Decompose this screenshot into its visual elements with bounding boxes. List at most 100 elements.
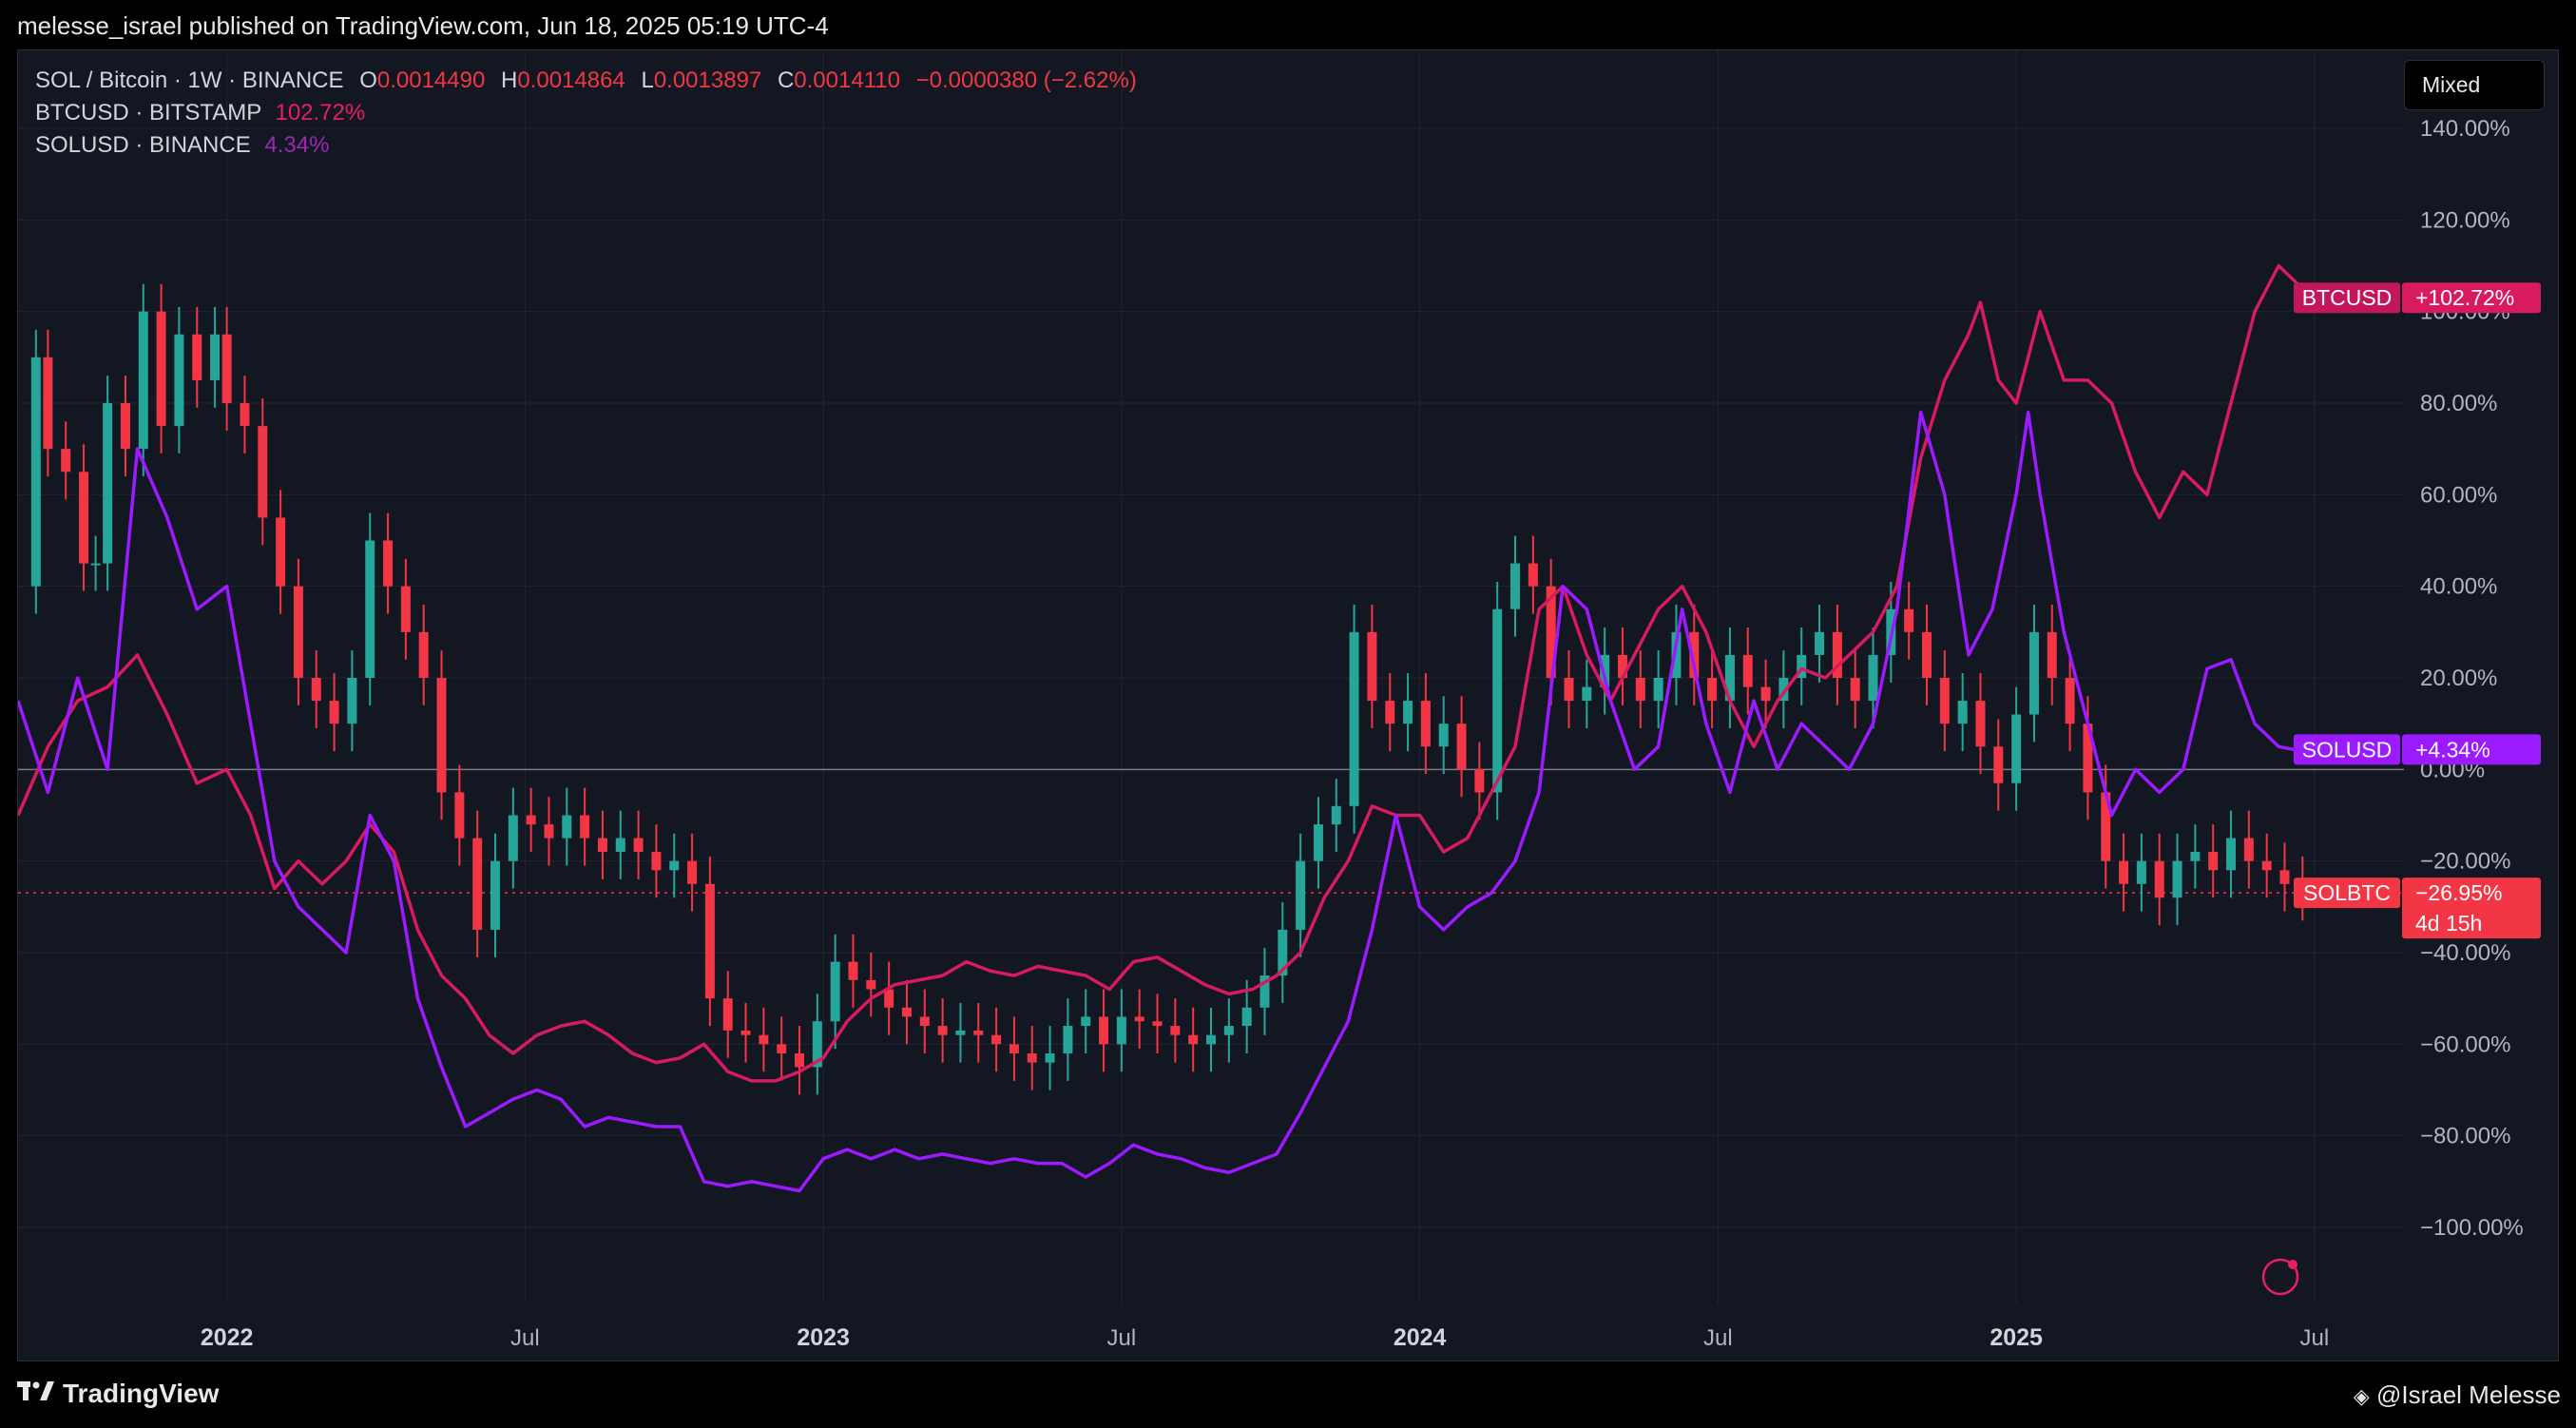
legend-high-label: H	[500, 68, 518, 93]
candle-body	[329, 701, 339, 724]
candle-body	[1134, 1016, 1144, 1022]
candle-body	[740, 1030, 751, 1035]
candle-body	[884, 989, 894, 1008]
candle-body	[192, 334, 202, 380]
candle-body	[1313, 824, 1323, 861]
candle-body	[418, 631, 429, 678]
tradingview-logo-icon	[17, 1379, 55, 1409]
candle-body	[120, 403, 130, 450]
candle-body	[1671, 631, 1682, 678]
alert-dot-icon	[2288, 1260, 2297, 1269]
candle-body	[1778, 678, 1789, 702]
candle-body	[1492, 608, 1503, 793]
candle-body	[2154, 860, 2164, 898]
candle-body	[174, 334, 184, 427]
chart-area[interactable]: 140.00%120.00%100.00%80.00%60.00%40.00%2…	[17, 49, 2559, 1361]
candle-body	[615, 838, 625, 853]
candle-body	[2101, 792, 2111, 861]
chart-svg[interactable]: 140.00%120.00%100.00%80.00%60.00%40.00%2…	[18, 50, 2560, 1362]
candle-body	[43, 357, 53, 450]
y-tick-label: 120.00%	[2420, 207, 2510, 233]
candle-body	[919, 1016, 930, 1027]
candle-body	[1868, 654, 1878, 702]
candle-body	[759, 1034, 769, 1045]
candle-body	[221, 334, 232, 403]
candle-body	[400, 586, 411, 632]
y-tick-label: −40.00%	[2420, 940, 2510, 966]
candle-body	[1815, 631, 1825, 655]
candle-body	[830, 961, 840, 1022]
candle-body	[866, 979, 876, 990]
legend-btcusd[interactable]: BTCUSD · BITSTAMP 102.72%	[35, 100, 365, 126]
candle-body	[490, 860, 500, 930]
candle-body	[1331, 805, 1341, 825]
legend-close-label: C	[777, 68, 795, 93]
candle-body	[2190, 852, 2201, 861]
candle-body	[508, 815, 518, 861]
candle-body	[2136, 860, 2146, 884]
x-tick-label: 2025	[1990, 1324, 2043, 1351]
candle-body	[704, 883, 715, 999]
candle-body	[2083, 724, 2093, 793]
legend-change: −0.0000380 (−2.62%)	[915, 68, 1137, 93]
y-tick-label: 140.00%	[2420, 116, 2510, 142]
candle-body	[2047, 631, 2057, 678]
candle-body	[61, 449, 71, 473]
x-tick-label: Jul	[510, 1325, 540, 1351]
candle-body	[365, 540, 375, 678]
x-tick-label: Jul	[1703, 1325, 1733, 1351]
candle-body	[2226, 838, 2237, 871]
x-tick-label: 2024	[1394, 1324, 1447, 1351]
candle-body	[1009, 1044, 1019, 1053]
tradingview-logo[interactable]: TradingView	[17, 1379, 219, 1409]
candle-body	[991, 1034, 1002, 1045]
candle-body	[687, 860, 698, 884]
candle-body	[90, 563, 101, 566]
candle-body	[1385, 701, 1395, 724]
candle-body	[1653, 678, 1663, 702]
legend-low-label: L	[641, 68, 654, 93]
candle-body	[1063, 1026, 1073, 1053]
price-tag-value-bg	[2402, 734, 2541, 765]
candle-body	[2261, 860, 2272, 871]
scale-mode-button[interactable]: Mixed	[2404, 60, 2545, 110]
candle-body	[2119, 860, 2129, 884]
candle-body	[1850, 678, 1860, 702]
candle-body	[1099, 1016, 1109, 1045]
price-tag-value: +102.72%	[2415, 285, 2514, 310]
candle-body	[848, 961, 858, 980]
price-tag-name-bg	[2294, 734, 2400, 765]
candle-body	[1296, 860, 1306, 930]
candle-body	[1564, 678, 1574, 702]
candle-body	[1760, 686, 1771, 702]
candle-body	[580, 815, 590, 839]
candle-body	[210, 334, 221, 380]
candle-body	[1349, 631, 1359, 806]
x-tick-label: 2023	[797, 1324, 850, 1351]
legend-main[interactable]: SOL / Bitcoin · 1W · BINANCE O0.0014490 …	[35, 68, 1137, 94]
candle-body	[1993, 746, 2004, 783]
candle-body	[472, 838, 483, 930]
y-tick-label: −100.00%	[2420, 1215, 2524, 1241]
legend-open-value: 0.0014490	[376, 68, 486, 93]
candle-body	[1904, 608, 1914, 632]
candle-body	[1707, 678, 1718, 702]
candle-body	[1170, 1026, 1181, 1035]
price-tag-name: SOLBTC	[2303, 880, 2391, 905]
candle-body	[2279, 870, 2290, 884]
alert-icon[interactable]	[2261, 1258, 2299, 1296]
candle-body	[937, 1026, 948, 1035]
candle-body	[1456, 724, 1467, 770]
legend-solusd[interactable]: SOLUSD · BINANCE 4.34%	[35, 132, 329, 159]
legend-solusd-value: 4.34%	[264, 132, 330, 158]
price-tag-value: −26.95%	[2415, 880, 2502, 905]
price-tag-name-bg	[2294, 282, 2400, 314]
candle-body	[1438, 724, 1449, 747]
legend-btcusd-name: BTCUSD · BITSTAMP	[35, 100, 261, 125]
candle-body	[383, 540, 394, 587]
candle-body	[293, 586, 303, 678]
price-tag-name-bg	[2294, 878, 2400, 909]
candle-body	[1045, 1052, 1055, 1063]
candle-body	[1635, 678, 1645, 702]
candle-body	[2172, 860, 2182, 898]
